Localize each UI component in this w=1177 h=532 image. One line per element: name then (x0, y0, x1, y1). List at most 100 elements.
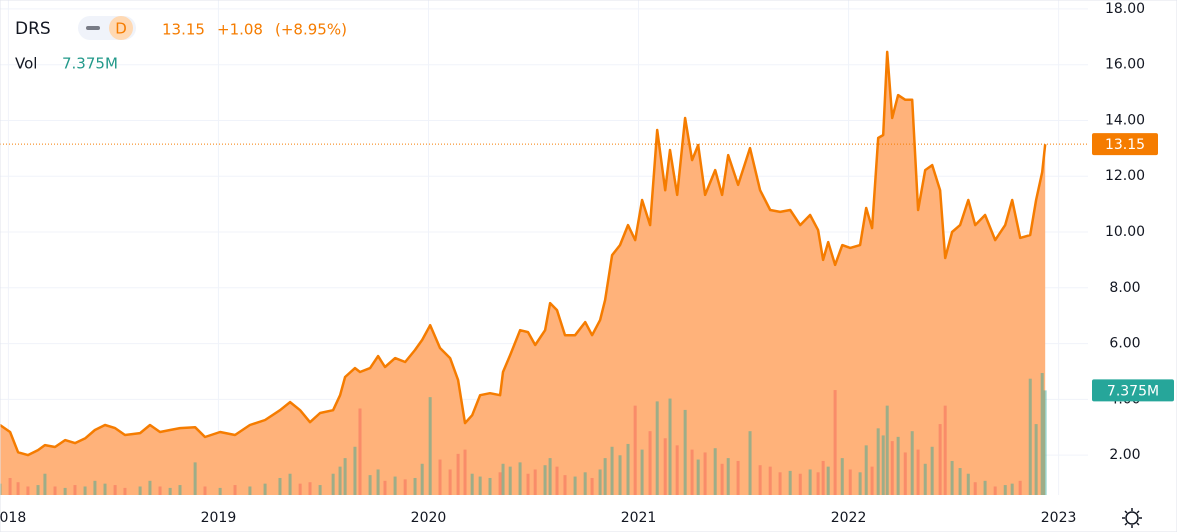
volume-bar (983, 480, 987, 495)
volume-bar (726, 458, 730, 495)
volume-bar (675, 445, 679, 495)
y-tick-label: 16.00 (1105, 57, 1145, 73)
volume-bar (798, 473, 802, 495)
y-tick-label: 14.00 (1105, 112, 1145, 128)
volume-bar (603, 458, 607, 495)
volume-bar (343, 458, 347, 495)
volume-bar (808, 469, 812, 495)
volume-bar (833, 390, 837, 495)
volume-bar (368, 475, 372, 495)
volume-bar (713, 448, 717, 495)
interval: D (115, 20, 127, 38)
volume-bar (655, 401, 659, 495)
volume-bar (53, 486, 57, 495)
volume-bar (563, 475, 567, 495)
volume-bar (583, 472, 587, 495)
x-tick-label: 2021 (621, 510, 657, 526)
x-tick-label: 2020 (411, 510, 447, 526)
volume-bar (43, 473, 47, 495)
volume-bar (278, 477, 282, 495)
volume-bar (393, 476, 397, 495)
volume-bar (916, 449, 920, 495)
y-tick-label: 6.00 (1109, 336, 1140, 352)
volume-bar (648, 431, 652, 495)
x-tick-label: 2023 (1041, 510, 1077, 526)
volume-bar (498, 472, 502, 495)
volume-bar (973, 482, 977, 495)
volume-bar (690, 449, 694, 495)
volume-bar (318, 485, 322, 495)
volume-bar (885, 405, 889, 495)
volume-bar (16, 482, 20, 495)
volume-bar (158, 486, 162, 495)
volume-bar (288, 473, 292, 495)
volume-bar (864, 445, 868, 495)
volume-bar (103, 483, 107, 495)
volume-bar (168, 487, 172, 495)
volume-bar (248, 486, 252, 495)
change: +1.08 (217, 21, 263, 39)
y-tick-label: 8.00 (1109, 280, 1140, 296)
volume-bar (788, 470, 792, 495)
settings-icon[interactable] (1122, 508, 1142, 528)
volume-bar (923, 463, 927, 495)
volume-bar (448, 469, 452, 495)
volume-bar (816, 472, 820, 495)
volume-title: Vol (15, 55, 37, 73)
y-tick-label: 2.00 (1109, 447, 1140, 463)
price-area (0, 51, 1046, 496)
volume-bar (63, 487, 67, 495)
volume-bar (943, 405, 947, 495)
volume-bar (958, 468, 962, 495)
volume-bar (438, 459, 442, 495)
volume-bar (683, 409, 687, 495)
volume-bar (910, 431, 914, 495)
volume-bar (663, 438, 667, 495)
volume-bar (8, 477, 12, 495)
volume-bar (383, 480, 387, 495)
volume-bar (470, 473, 474, 495)
volume-bar (903, 452, 907, 495)
volume-bar (640, 449, 644, 495)
volume-bar (778, 472, 782, 495)
volume-bar (1040, 373, 1044, 495)
volume-bar (938, 424, 942, 495)
volume-bar (456, 453, 460, 495)
volume-bar (840, 458, 844, 495)
volume-bar (858, 472, 862, 495)
legend-header: DRS D 13.15 +1.08 (+8.95%) Vol 7.375M (15, 16, 347, 73)
volume-bar (428, 397, 432, 495)
volume-bar (555, 466, 559, 495)
price-badge (1092, 133, 1158, 156)
volume-bar (178, 485, 182, 495)
volume-bar (113, 485, 117, 495)
volume-bar (821, 460, 825, 495)
volume-bar (353, 446, 357, 495)
volume-bar (93, 480, 97, 495)
volume-bar (768, 466, 772, 495)
volume-bar (543, 465, 547, 495)
volume-bar (1003, 485, 1007, 495)
plot (0, 50, 1088, 496)
volume-bar (488, 477, 492, 495)
volume-bar (308, 482, 312, 495)
volume-bar (233, 485, 237, 495)
volume-bar (123, 487, 127, 495)
y-tick-label: 12.00 (1105, 168, 1145, 184)
volume-bar (590, 477, 594, 495)
volume-bar (73, 485, 77, 495)
volume-bar (420, 463, 424, 495)
volume-bar (193, 462, 197, 495)
x-tick-label: 2018 (0, 510, 26, 526)
volume-bar (950, 460, 954, 495)
volume-bar (203, 486, 207, 495)
pill-dash (86, 26, 100, 30)
volume-bar (1034, 424, 1038, 495)
volume-bar (501, 463, 505, 495)
volume-bar (668, 398, 672, 495)
change-pct: (+8.95%) (275, 21, 347, 39)
volume-bar (138, 486, 142, 495)
volume-bar (508, 466, 512, 495)
